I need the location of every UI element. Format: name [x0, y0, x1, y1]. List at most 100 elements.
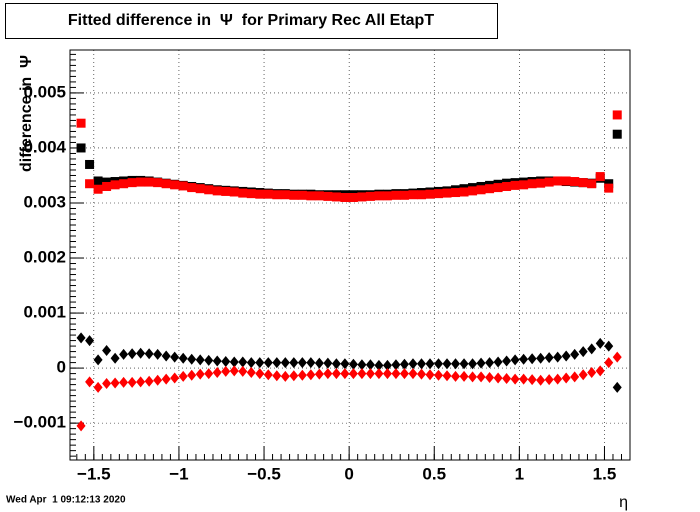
diamond-marker [570, 371, 580, 383]
square-marker [221, 186, 231, 196]
square-marker [153, 178, 163, 188]
x-tick-label: 0.5 [422, 464, 446, 483]
square-marker [570, 177, 580, 187]
diamond-marker [331, 358, 341, 370]
diamond-marker [93, 381, 103, 393]
diamond-marker [263, 357, 273, 369]
square-marker [553, 176, 563, 186]
diamond-marker [153, 348, 163, 360]
diamond-marker [297, 369, 307, 381]
y-tick-label: 0 [57, 358, 66, 377]
diamond-marker [587, 343, 597, 355]
diamond-marker [374, 359, 384, 371]
square-marker [451, 188, 461, 198]
y-tick-label: −0.001 [14, 413, 66, 432]
diamond-marker [280, 370, 290, 382]
square-marker [459, 187, 469, 197]
x-tick-label: 1.5 [593, 464, 617, 483]
square-marker [144, 177, 154, 187]
square-marker [527, 179, 537, 189]
square-marker [93, 184, 103, 194]
diamond-marker [604, 340, 614, 352]
square-marker [408, 190, 418, 200]
diamond-marker [553, 373, 563, 385]
title-box [5, 3, 498, 39]
diamond-marker [187, 369, 197, 381]
x-tick-label: 0 [344, 464, 353, 483]
diamond-marker [612, 351, 622, 363]
diamond-marker [238, 356, 248, 368]
diamond-marker [561, 350, 571, 362]
square-marker [85, 159, 95, 169]
diamond-marker [510, 373, 520, 385]
square-marker [255, 189, 265, 199]
diamond-marker [263, 369, 273, 381]
diamond-marker [93, 354, 103, 366]
square-marker [195, 184, 205, 194]
square-marker [578, 178, 588, 188]
diamond-marker [382, 359, 392, 371]
diamond-marker [212, 355, 222, 367]
plot-frame [69, 49, 631, 461]
square-marker [510, 180, 520, 190]
diamond-marker [144, 375, 154, 387]
diamond-marker [476, 371, 486, 383]
diamond-marker [485, 357, 495, 369]
diamond-marker [76, 332, 86, 344]
diamond-marker [127, 348, 137, 360]
square-marker [502, 181, 512, 191]
square-marker [468, 186, 478, 196]
square-marker [374, 191, 384, 201]
diamond-marker [399, 368, 409, 380]
diamond-marker [229, 365, 239, 377]
square-marker [314, 191, 324, 201]
diamond-marker [255, 357, 265, 369]
diamond-marker [195, 368, 205, 380]
timestamp: Wed Apr 1 09:12:13 2020 [6, 495, 126, 506]
diamond-marker [434, 369, 444, 381]
square-marker [85, 179, 95, 189]
diamond-marker [323, 357, 333, 369]
square-marker [263, 189, 273, 199]
diamond-marker [578, 369, 588, 381]
diamond-marker [382, 368, 392, 380]
square-marker [561, 176, 571, 186]
diamond-marker [408, 368, 418, 380]
diamond-marker [85, 335, 95, 347]
diamond-marker [272, 357, 282, 369]
square-marker [127, 178, 137, 188]
square-marker [93, 176, 103, 186]
diamond-marker [468, 358, 478, 370]
square-marker [212, 186, 222, 196]
diamond-marker [365, 368, 375, 380]
diamond-marker [238, 365, 248, 377]
diamond-marker [110, 352, 120, 364]
y-axis-label: difference in Ψ [18, 55, 35, 172]
diamond-marker [178, 352, 188, 364]
chart-title: Fitted difference in Ψ for Primary Rec A… [68, 12, 434, 29]
square-marker [238, 188, 248, 198]
square-marker [357, 192, 367, 202]
diamond-marker [297, 357, 307, 369]
diamond-marker [246, 357, 256, 369]
diamond-marker [459, 358, 469, 370]
diamond-marker [161, 373, 171, 385]
diamond-marker [451, 358, 461, 370]
diamond-marker [314, 368, 324, 380]
diamond-marker [340, 368, 350, 380]
square-marker [391, 190, 401, 200]
diamond-marker [170, 351, 180, 363]
diamond-marker [221, 365, 231, 377]
diamond-marker [425, 358, 435, 370]
diamond-marker [536, 374, 546, 386]
diamond-marker [468, 371, 478, 383]
diamond-marker [587, 366, 597, 378]
square-marker [119, 179, 129, 189]
diamond-marker [561, 372, 571, 384]
diamond-marker [161, 350, 171, 362]
diamond-marker [544, 374, 554, 386]
diamond-marker [374, 368, 384, 380]
diamond-marker [553, 351, 563, 363]
